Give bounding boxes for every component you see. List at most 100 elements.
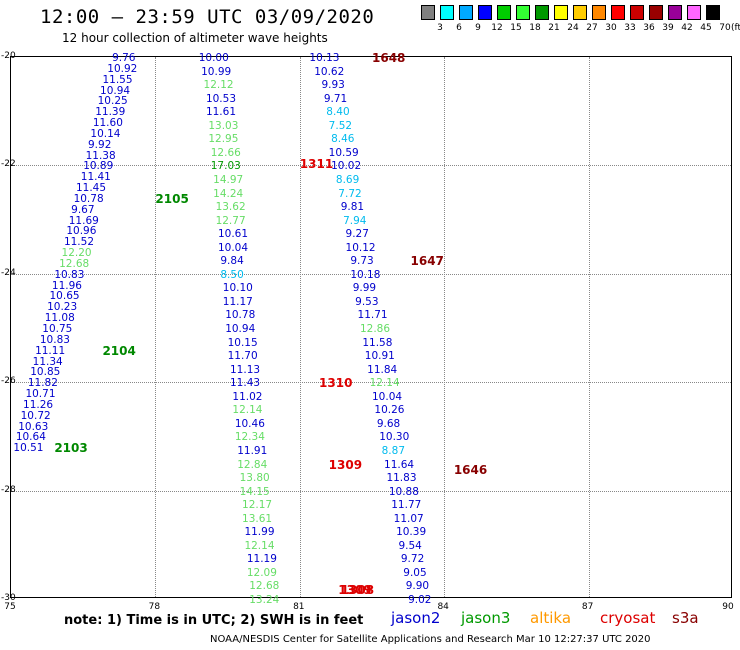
color-swatch: [497, 5, 511, 20]
lat-tick-label: -20: [1, 51, 16, 61]
color-swatch: [649, 5, 663, 20]
wave-height-value: 10.00: [198, 52, 229, 64]
wave-height-value: 12.95: [208, 133, 239, 146]
wave-height-value: 12.68: [59, 257, 90, 270]
color-swatch: [478, 5, 492, 20]
wave-height-value: 10.04: [372, 390, 403, 403]
wave-height-value: 10.78: [225, 309, 256, 322]
wave-height-value: 11.99: [244, 526, 275, 539]
wave-height-value: 10.94: [100, 84, 131, 97]
map-title: 12:00 – 23:59 UTC 03/09/2020: [40, 6, 375, 28]
wave-height-value: 12.20: [61, 247, 92, 260]
wave-height-value: 11.45: [75, 182, 107, 195]
wave-height-value: 9.67: [71, 203, 95, 216]
lon-tick-label: 90: [722, 602, 734, 612]
wave-height-value: 7.94: [343, 214, 367, 227]
color-scale-unit: (ft): [731, 23, 740, 33]
wave-height-value: 10.26: [374, 404, 405, 417]
wave-height-value: 10.53: [205, 92, 236, 105]
wave-height-value: 10.71: [25, 388, 56, 401]
wave-height-value: 12.14: [232, 404, 263, 417]
color-swatch: [630, 5, 644, 20]
color-scale-label: 45: [700, 23, 712, 33]
wave-height-value: 11.26: [23, 398, 54, 411]
wave-height-value: 12.17: [242, 499, 273, 512]
map-plot-area: 9.76 10.92 11.55 10.94 10.25 11.39 11.60 10.14 9…: [10, 51, 732, 606]
color-swatch: [706, 5, 720, 20]
lat-tick-label: -30: [1, 593, 16, 603]
wave-height-value: 11.69: [68, 214, 99, 227]
wave-height-value: 13.62: [215, 201, 246, 214]
wave-height-value: 11.83: [386, 472, 417, 485]
wave-height-value: 9.84: [220, 255, 244, 268]
pass-number-label: 1648: [372, 51, 406, 65]
wave-height-value: 10.18: [350, 268, 381, 281]
color-scale-label: 12: [491, 23, 503, 33]
wave-height-value: 12.84: [237, 458, 268, 471]
grid-line-lon: [588, 57, 590, 597]
color-scale-label: 39: [662, 23, 674, 33]
wave-height-value: 10.59: [328, 146, 359, 159]
lon-tick-label: 81: [293, 602, 305, 612]
wave-height-value: 10.63: [18, 420, 49, 433]
color-scale-label: 15: [510, 23, 522, 33]
wave-height-value: 10.23: [47, 301, 78, 314]
wave-height-value: 11.02: [232, 390, 263, 403]
wave-height-value: 7.52: [328, 119, 353, 132]
legend-item-jason3: jason3: [461, 609, 511, 627]
pass-number-label: 2105: [155, 191, 189, 206]
wave-height-value: 11.84: [367, 363, 398, 376]
wave-height-value: 8.46: [331, 133, 355, 146]
wave-height-value: 9.53: [355, 295, 379, 308]
grid-line-lat: [11, 382, 731, 384]
wave-height-value: 9.54: [398, 539, 422, 552]
color-scale-label: 42: [681, 23, 693, 33]
color-scale-label: 21: [548, 23, 560, 33]
pass-number-label: 1647: [410, 254, 444, 269]
wave-height-value: 11.34: [32, 355, 63, 368]
wave-height-value: 10.12: [345, 241, 376, 254]
wave-height-value: 10.92: [107, 62, 138, 75]
wave-height-value: 13.80: [239, 472, 270, 485]
color-swatch: [421, 5, 435, 20]
wave-height-value: 13.61: [242, 512, 273, 525]
wave-height-value: 8.69: [335, 173, 360, 186]
legend-item-cryosat: cryosat: [600, 609, 656, 627]
wave-height-value: 12.68: [249, 580, 280, 593]
color-scale-label: 24: [567, 23, 579, 33]
wave-height-value: 9.68: [376, 417, 401, 430]
wave-height-value: 9.76: [112, 52, 136, 64]
lat-tick-label: -24: [1, 267, 16, 278]
color-swatch: [592, 5, 606, 20]
wave-height-value: 9.92: [88, 138, 112, 151]
color-swatch: [535, 5, 549, 20]
lon-tick-label: 84: [437, 602, 449, 612]
wave-height-value: 11.39: [95, 106, 126, 119]
wave-height-value: 9.73: [350, 255, 374, 268]
color-scale-label: 30: [605, 23, 617, 33]
wave-height-value: 10.83: [54, 268, 85, 281]
wave-height-value: 11.82: [27, 377, 58, 390]
wave-height-value: 10.94: [225, 323, 256, 335]
wave-height-value: 9.99: [352, 282, 377, 295]
lon-tick-label: 75: [4, 602, 16, 612]
wave-height-value: 7.72: [338, 187, 362, 200]
wave-height-value: 10.02: [331, 160, 362, 173]
grid-line-lon: [299, 57, 301, 597]
wave-height-value: 11.41: [80, 171, 111, 184]
wave-height-value: 11.91: [237, 444, 268, 457]
wave-height-value: 11.43: [230, 377, 261, 390]
color-scale-label: 6: [456, 23, 462, 33]
pass-number-label: 1308: [340, 583, 375, 597]
color-scale-label: 3: [437, 23, 443, 33]
wave-height-value: 9.72: [400, 553, 425, 566]
wave-height-value: 9.71: [323, 92, 348, 105]
wave-height-value: 10.15: [227, 336, 258, 349]
wave-height-value: 10.51: [13, 442, 44, 455]
wave-height-value: 11.71: [357, 309, 388, 322]
wave-height-value: 11.17: [222, 295, 253, 308]
pass-number-label: 2103: [54, 441, 88, 456]
wave-height-value: 9.90: [405, 580, 430, 593]
color-swatch: [668, 5, 682, 20]
wave-height-value: 10.78: [73, 192, 104, 205]
